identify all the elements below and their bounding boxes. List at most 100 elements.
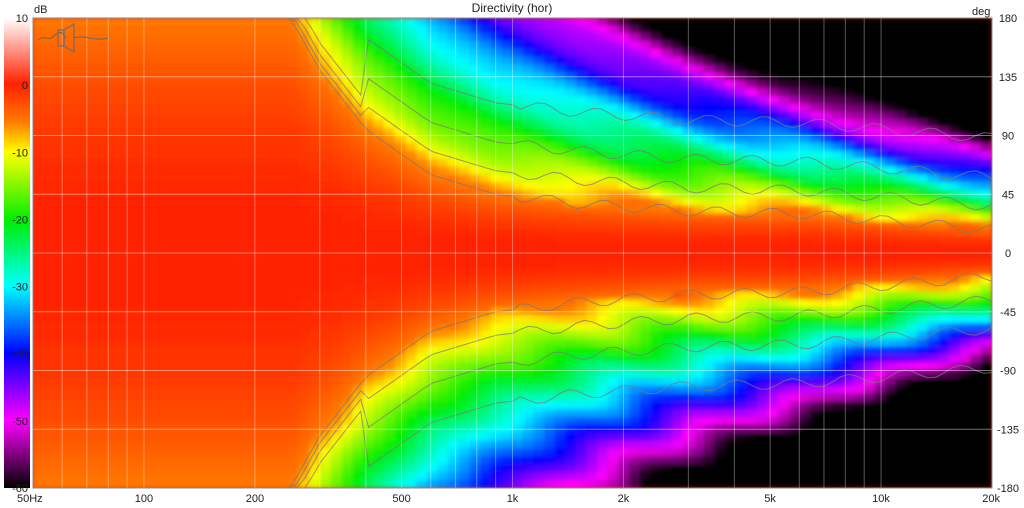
heat-cell [256, 33, 268, 42]
heat-cell [458, 33, 471, 42]
heat-cell [234, 307, 247, 317]
heat-cell [895, 456, 908, 465]
heat-cell [725, 25, 737, 35]
heat-cell [362, 456, 375, 465]
heat-cell [480, 48, 492, 58]
heat-cell [703, 103, 716, 113]
heat-cell [607, 260, 620, 270]
heat-cell [298, 197, 311, 207]
heat-cell [810, 479, 823, 488]
heat-cell [181, 323, 194, 332]
heat-cell [309, 479, 322, 488]
heat-cell [448, 362, 460, 371]
heat-cell [799, 268, 812, 277]
heat-cell [490, 385, 503, 395]
heat-cell [437, 244, 450, 254]
heat-cell [810, 174, 823, 183]
heat-cell [597, 283, 609, 293]
heat-cell [895, 362, 908, 371]
heat-cell [714, 362, 727, 371]
heat-cell [586, 189, 599, 199]
heat-cell [618, 393, 631, 403]
heat-cell [160, 377, 173, 387]
heat-cell [139, 182, 151, 191]
heat-cell [767, 283, 780, 293]
heat-cell [213, 377, 226, 387]
heat-cell [650, 362, 663, 371]
heat-cell [128, 276, 141, 285]
heat-cell [330, 370, 343, 379]
heat-cell [607, 127, 620, 136]
heat-cell [842, 440, 854, 450]
heat-cell [543, 471, 556, 481]
heat-cell [597, 127, 609, 136]
heat-cell [842, 362, 854, 371]
heat-cell [192, 432, 204, 442]
heat-cell [171, 283, 183, 293]
heat-cell [778, 229, 791, 238]
heat-cell [192, 354, 204, 364]
heat-cell [639, 174, 652, 183]
heat-cell [437, 385, 450, 395]
heat-cell [266, 307, 279, 317]
heat-cell [639, 64, 652, 74]
heat-cell [437, 158, 450, 168]
heat-cell [362, 307, 375, 317]
heat-cell [85, 189, 98, 199]
heat-cell [426, 119, 439, 129]
heat-cell [245, 221, 258, 230]
heat-cell [320, 424, 332, 434]
heat-cell [490, 299, 503, 309]
heat-cell [884, 48, 897, 58]
heat-cell [629, 213, 641, 223]
heat-cell [512, 354, 524, 364]
heat-cell [874, 440, 886, 450]
heat-cell [906, 456, 918, 465]
heat-cell [554, 479, 567, 488]
heat-cell [33, 182, 45, 191]
heat-cell [394, 377, 407, 387]
heat-cell [341, 456, 354, 465]
heat-cell [575, 48, 588, 58]
heat-cell [266, 189, 279, 199]
heat-cell [693, 417, 705, 426]
heat-cell [639, 393, 652, 403]
heat-cell [362, 448, 375, 458]
heat-cell [661, 417, 673, 426]
heat-cell [469, 197, 482, 207]
heat-cell [789, 456, 801, 465]
heat-cell [906, 440, 918, 450]
heat-cell [618, 330, 631, 340]
heat-cell [852, 315, 865, 324]
heat-cell [575, 346, 588, 356]
heat-cell [107, 174, 119, 183]
heat-cell [480, 354, 492, 364]
heat-cell [671, 393, 684, 403]
heat-cell [448, 72, 460, 82]
heat-cell [607, 307, 620, 317]
heat-cell [725, 283, 737, 293]
heat-cell [426, 440, 439, 450]
heat-cell [298, 127, 311, 136]
heat-cell [565, 393, 577, 403]
heat-cell [171, 268, 183, 277]
heat-cell [543, 456, 556, 465]
heat-cell [597, 440, 609, 450]
heat-cell [149, 48, 162, 58]
heat-cell [288, 150, 300, 160]
heat-cell [831, 111, 844, 121]
heat-cell [735, 205, 748, 215]
heat-cell [288, 471, 300, 481]
heat-cell [725, 370, 737, 379]
heat-cell [149, 330, 162, 340]
heat-cell [373, 448, 386, 458]
heat-cell [714, 56, 727, 66]
heat-cell [224, 80, 236, 89]
heat-cell [682, 424, 695, 434]
heat-cell [117, 213, 130, 223]
heat-cell [320, 174, 332, 183]
heat-cell [362, 111, 375, 121]
heat-cell [171, 393, 183, 403]
heat-cell [757, 41, 769, 50]
heat-cell [586, 354, 599, 364]
